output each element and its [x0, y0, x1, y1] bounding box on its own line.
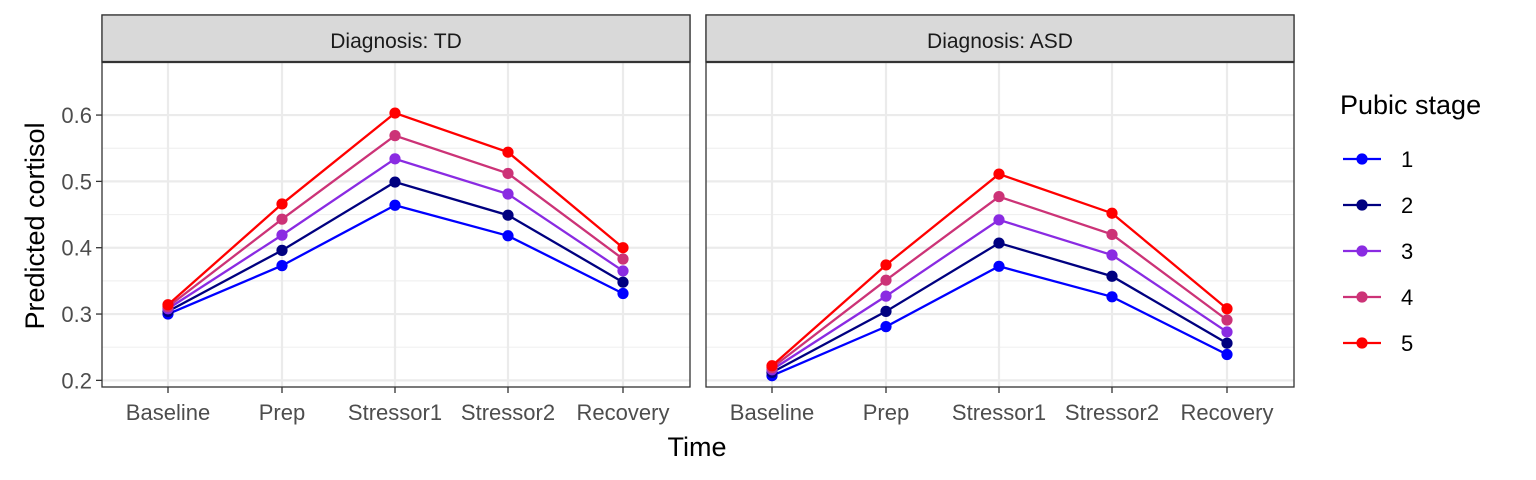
facet-label: Diagnosis: ASD [927, 30, 1073, 53]
x-tick-label: Recovery [577, 400, 670, 425]
x-tick-label: Stressor2 [1065, 400, 1159, 425]
legend-entry-3: 3 [1343, 239, 1413, 264]
y-tick-label: 0.6 [61, 103, 92, 128]
data-point [1106, 207, 1118, 219]
facet-panel: Diagnosis: TD Baseline Prep Stressor1 Stress… [61, 14, 691, 425]
legend-label: 4 [1401, 285, 1413, 310]
data-point [1106, 249, 1118, 261]
y-axis-label: Predicted cortisol [20, 122, 50, 329]
legend: Pubic stage 1 2 3 4 5 [1340, 90, 1481, 356]
data-point [389, 107, 401, 119]
data-point [880, 321, 892, 333]
x-tick-label: Baseline [730, 400, 814, 425]
data-point [617, 287, 629, 300]
legend-key-point [1356, 153, 1368, 165]
data-point [276, 213, 288, 225]
facet-strip [705, 14, 1295, 63]
data-point [389, 153, 401, 165]
data-point [1106, 291, 1118, 303]
facet-strip [101, 14, 691, 63]
legend-title: Pubic stage [1340, 90, 1481, 120]
legend-label: 1 [1401, 147, 1413, 172]
data-point [617, 253, 629, 265]
data-point [502, 167, 514, 180]
legend-label: 5 [1401, 331, 1413, 356]
y-tick-label: 0.4 [61, 236, 92, 261]
y-tick-label: 0.2 [61, 368, 92, 393]
x-tick-label: Prep [863, 400, 909, 425]
data-point [880, 259, 892, 271]
legend-key-point [1356, 291, 1368, 303]
data-point [502, 188, 514, 200]
data-point [276, 260, 288, 272]
x-tick-label: Recovery [1181, 400, 1274, 425]
facet-label: Diagnosis: TD [330, 30, 462, 53]
x-tick-label: Stressor1 [952, 400, 1046, 425]
x-tick-label: Prep [259, 400, 305, 425]
x-tick-label: Stressor1 [348, 400, 442, 425]
legend-key-point [1356, 337, 1368, 349]
y-tick-label: 0.3 [61, 302, 92, 327]
data-point [880, 290, 892, 302]
data-point [276, 229, 288, 241]
data-point [389, 199, 401, 211]
data-point [1106, 270, 1118, 282]
data-point [1221, 348, 1233, 361]
data-point [766, 360, 778, 372]
legend-key-point [1356, 199, 1368, 211]
data-point [502, 209, 514, 221]
facet-panel: Diagnosis: ASD Baseline Prep Stressor1 Stres… [705, 14, 1295, 425]
x-axis-label: Time [668, 432, 727, 462]
data-point [502, 230, 514, 242]
legend-label: 2 [1401, 193, 1413, 218]
data-point [1221, 303, 1233, 315]
data-point [617, 242, 629, 254]
legend-entry-1: 1 [1343, 147, 1413, 172]
data-point [276, 198, 288, 210]
series-5 [766, 168, 1233, 372]
data-point [993, 214, 1005, 226]
legend-label: 3 [1401, 239, 1413, 264]
x-tick-label: Baseline [126, 400, 210, 425]
legend-entry-4: 4 [1343, 285, 1413, 310]
facet-panels: Diagnosis: TD Baseline Prep Stressor1 Stress… [61, 14, 1295, 425]
series-5 [162, 107, 629, 311]
data-point [389, 130, 401, 142]
data-point [993, 260, 1005, 272]
data-point [1106, 228, 1118, 241]
y-tick-label: 0.5 [61, 169, 92, 194]
data-point [1221, 314, 1233, 326]
x-tick-label: Stressor2 [461, 400, 555, 425]
data-point [880, 305, 892, 317]
legend-entry-2: 2 [1343, 193, 1413, 218]
data-point [993, 237, 1005, 249]
data-point [880, 274, 892, 286]
data-point [1221, 326, 1233, 338]
data-point [389, 176, 401, 188]
legend-key-point [1356, 245, 1368, 257]
data-point [617, 276, 629, 288]
data-point [1221, 337, 1233, 349]
data-point [993, 168, 1005, 180]
data-point [993, 191, 1005, 203]
data-point [502, 146, 514, 158]
legend-entry-5: 5 [1343, 331, 1413, 356]
series-2 [162, 176, 629, 317]
data-point [162, 299, 174, 311]
data-point [276, 244, 288, 256]
data-point [617, 265, 629, 277]
